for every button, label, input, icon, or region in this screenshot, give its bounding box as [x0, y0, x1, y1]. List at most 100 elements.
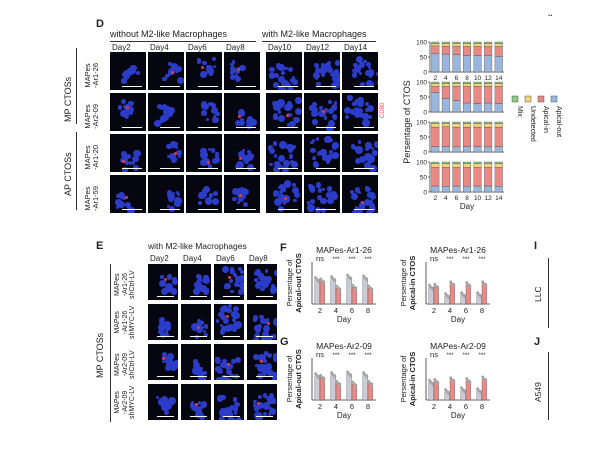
- legend-swatch: [511, 95, 519, 103]
- stacked-bar-segment: [473, 81, 482, 84]
- nucleus-spot: [246, 152, 255, 161]
- data-point: [317, 376, 321, 380]
- nucleus-spot: [332, 103, 338, 109]
- nucleus-spot: [353, 101, 358, 106]
- legend-label: Apical-out: [555, 106, 562, 137]
- data-point: [461, 293, 465, 297]
- stacked-bar-segment: [431, 123, 440, 128]
- nucleus-spot: [272, 355, 277, 362]
- signal-spot: [206, 160, 210, 164]
- nucleus-spot: [260, 286, 265, 292]
- data-point: [463, 295, 467, 299]
- stacked-bar-segment: [494, 56, 503, 73]
- nucleus-spot: [207, 68, 215, 75]
- chart-title: MAPes-Ar1-26: [430, 245, 486, 255]
- nucleus-spot: [259, 314, 264, 320]
- x-tick-label: 6: [350, 402, 354, 411]
- y-axis-label: Persentage ofApical-out CTOS: [285, 349, 303, 408]
- nucleus-spot: [174, 145, 179, 150]
- nucleus-spot: [253, 405, 260, 412]
- nucleus-spot: [287, 86, 294, 90]
- nucleus-spot: [240, 283, 244, 292]
- nucleus-spot: [128, 161, 133, 165]
- nucleus-spot: [353, 65, 362, 73]
- nucleus-spot: [272, 371, 277, 379]
- nucleus-spot: [232, 188, 239, 196]
- nucleus-spot: [254, 278, 258, 283]
- stacked-bar-segment: [431, 121, 440, 124]
- nucleus-spot: [195, 273, 201, 279]
- x-axis-label: Day: [451, 411, 465, 420]
- nucleus-spot: [238, 150, 245, 158]
- stacked-bar-segment: [452, 83, 461, 87]
- nucleus-spot: [235, 69, 241, 75]
- stacked-bar-segment: [431, 161, 440, 164]
- nucleus-spot: [242, 154, 250, 163]
- nucleus-spot: [170, 194, 176, 199]
- stacked-bar-segment: [431, 86, 440, 93]
- nucleus-spot: [262, 318, 268, 324]
- nucleus-spot: [224, 282, 231, 289]
- stacked-bar-segment: [441, 186, 450, 193]
- nucleus-spot: [249, 119, 257, 127]
- bar: [314, 375, 320, 401]
- scale-bar: [316, 85, 336, 87]
- nucleus-spot: [215, 376, 222, 380]
- significance-label: ns: [430, 254, 438, 263]
- legend-label: Mix: [516, 106, 523, 117]
- nucleus-spot: [238, 194, 243, 200]
- nucleus-spot: [176, 66, 183, 73]
- nucleus-spot: [169, 140, 177, 149]
- data-point: [484, 379, 488, 383]
- nucleus-spot: [234, 75, 242, 83]
- nucleus-spot: [350, 143, 356, 149]
- nucleus-spot: [198, 411, 203, 417]
- data-point: [452, 380, 456, 384]
- nucleus-spot: [232, 196, 237, 202]
- nucleus-spot: [316, 183, 321, 188]
- nucleus-spot: [205, 71, 209, 75]
- scale-bar: [122, 85, 142, 87]
- nucleus-spot: [207, 164, 212, 169]
- scale-bar: [354, 126, 374, 128]
- nucleus-spot: [174, 200, 182, 208]
- stain-label-cd80: CD80: [380, 102, 386, 118]
- stacked-bar-segment: [463, 123, 471, 128]
- nucleus-spot: [239, 186, 245, 192]
- panel-letter-f: F: [280, 242, 287, 254]
- x-tick-label: 10: [474, 75, 482, 82]
- nucleus-spot: [287, 112, 293, 118]
- significance-label: ***: [332, 353, 340, 359]
- stacked-bar-segment: [452, 46, 461, 55]
- nucleus-spot: [229, 278, 234, 283]
- nucleus-spot: [161, 404, 169, 412]
- nucleus-spot: [309, 105, 316, 112]
- nucleus-spot: [170, 363, 177, 371]
- nucleus-spot: [220, 375, 228, 380]
- nucleus-spot: [268, 413, 271, 417]
- row-label-line: MAPes: [114, 273, 121, 296]
- nucleus-spot: [192, 287, 201, 296]
- nucleus-spot: [320, 197, 327, 205]
- nucleus-spot: [204, 197, 213, 205]
- x-tick-label: 2: [318, 402, 322, 411]
- nucleus-spot: [315, 67, 319, 71]
- nucleus-spot: [306, 201, 310, 205]
- signal-spot: [162, 357, 166, 361]
- data-point: [363, 373, 367, 377]
- legend-label: Apical-in: [542, 106, 549, 133]
- nucleus-spot: [203, 333, 208, 337]
- stacked-bar-segment: [484, 167, 493, 187]
- nucleus-spot: [201, 102, 208, 110]
- scale-bar: [278, 167, 298, 169]
- nucleus-spot: [364, 102, 369, 107]
- nucleus-spot: [231, 60, 236, 64]
- data-point: [352, 285, 356, 289]
- data-point: [351, 380, 355, 384]
- micrograph-tile: [186, 134, 222, 172]
- nucleus-spot: [213, 156, 221, 164]
- row-label-e: MAPes -Ar2-09 shCtrl-LV: [114, 350, 137, 379]
- scale-bar: [256, 415, 273, 417]
- stacked-bar-segment: [463, 41, 471, 44]
- data-point: [463, 390, 467, 394]
